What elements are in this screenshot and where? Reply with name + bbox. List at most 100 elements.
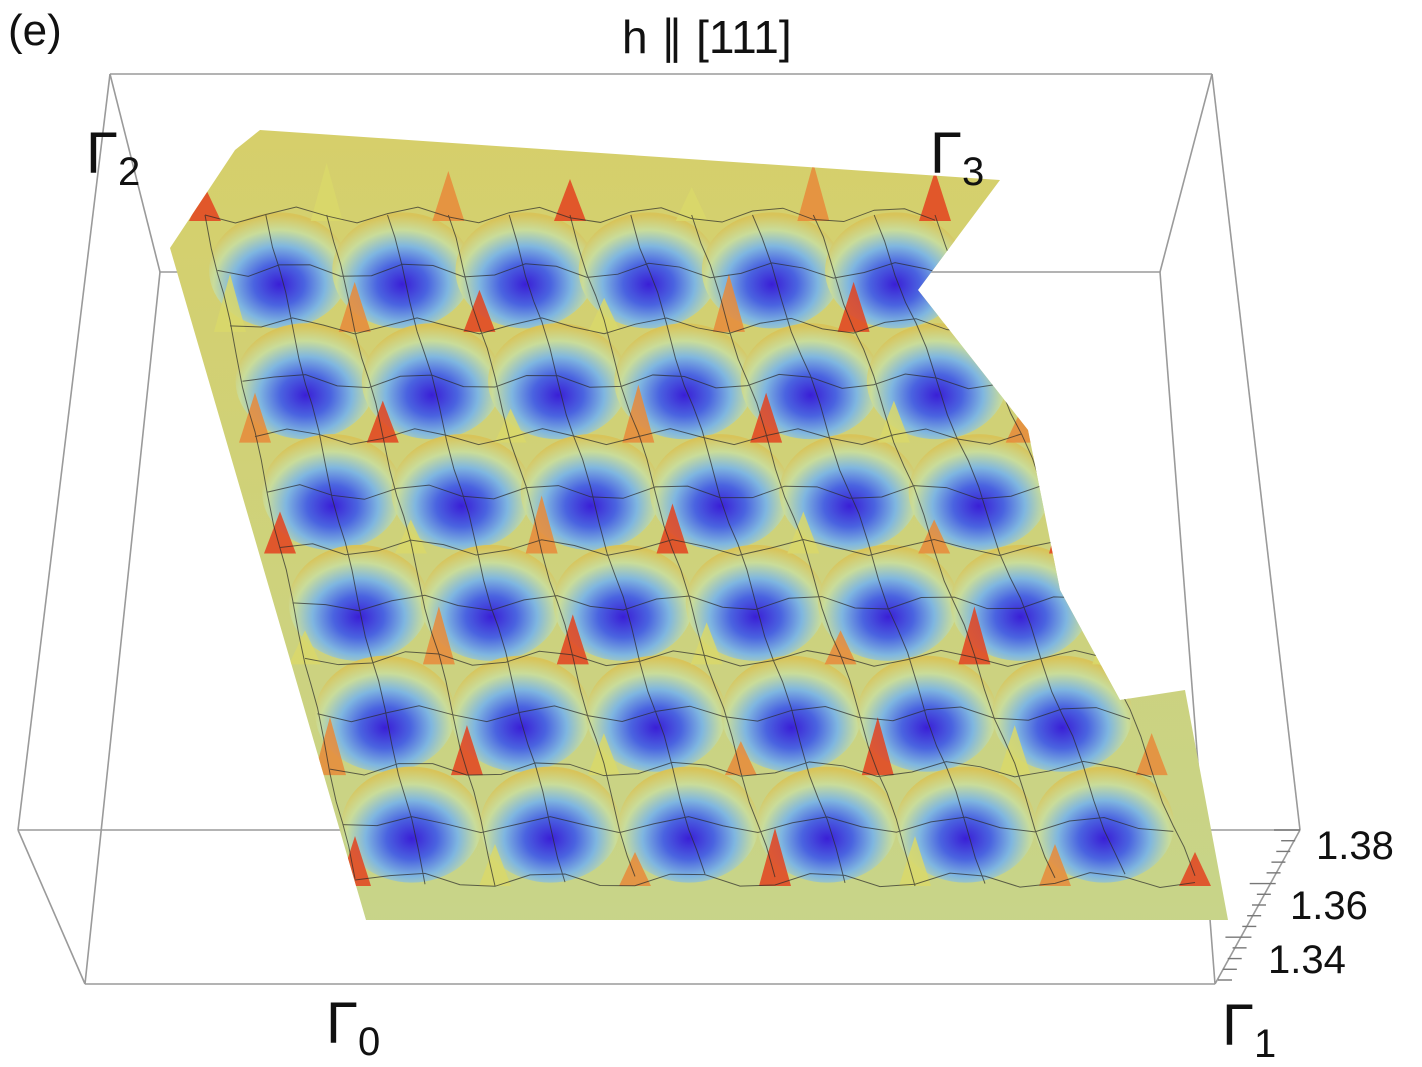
- surface-minimum: [908, 434, 1049, 551]
- surface-peak: [310, 163, 343, 221]
- surface-peak: [690, 622, 723, 665]
- mesh-line: [279, 538, 1066, 557]
- mesh-line: [217, 262, 957, 279]
- surface-minimum: [818, 544, 959, 661]
- surface-peak: [962, 289, 995, 332]
- z-axis: [1218, 829, 1300, 981]
- mesh-line: [447, 214, 636, 877]
- surface-peak: [837, 281, 870, 332]
- surface-peak: [314, 717, 346, 776]
- surface-minimum: [262, 434, 403, 551]
- box-edge: [17, 73, 111, 831]
- box-edge: [109, 73, 161, 273]
- surface-peak: [525, 495, 558, 554]
- mesh-line: [304, 649, 1109, 667]
- mesh-line: [229, 317, 979, 335]
- surface-peak: [877, 400, 910, 443]
- surface-minimum: [856, 655, 997, 772]
- surface-minimum: [650, 434, 791, 551]
- surface-minimum: [235, 323, 376, 440]
- surface-minimum: [618, 766, 759, 883]
- surface-peak: [479, 844, 511, 886]
- surface-peaks: [189, 163, 1211, 886]
- mesh-line: [812, 214, 1056, 879]
- mesh-line: [326, 214, 496, 886]
- surface-peak: [289, 630, 321, 665]
- surface-minimum: [553, 544, 694, 661]
- mesh-line: [329, 760, 1152, 778]
- surface-peak: [588, 297, 621, 332]
- surface-peak: [422, 606, 455, 665]
- surface-peak: [554, 179, 586, 221]
- mesh-line: [569, 214, 776, 878]
- mesh-line: [267, 484, 1044, 500]
- surface-minimum: [1034, 766, 1175, 883]
- surface-peak: [750, 392, 783, 443]
- surface-peak: [619, 852, 651, 886]
- surface-peak: [1179, 852, 1211, 886]
- panel-label: (e): [8, 6, 62, 55]
- mesh-line: [342, 816, 1174, 834]
- surface-minimum: [721, 655, 862, 772]
- surface-peak: [450, 725, 483, 776]
- surface-peak: [797, 163, 830, 221]
- chart-title: h ∥ [111]: [622, 11, 792, 63]
- surface-peak: [366, 400, 399, 443]
- corner-label-gamma3: Γ3: [930, 121, 985, 194]
- surface-peak: [899, 836, 931, 886]
- mesh-line: [354, 872, 1196, 889]
- surface-minimum: [701, 212, 842, 329]
- surface-minimum: [361, 323, 502, 440]
- surface-minimum: [391, 434, 532, 551]
- box-edge: [84, 271, 161, 985]
- surface-peak: [622, 384, 655, 443]
- surface-minimum: [332, 212, 473, 329]
- surface-peak: [675, 187, 708, 221]
- surface-peak: [1135, 733, 1168, 776]
- surface-peak: [239, 392, 271, 443]
- surface-minimum: [455, 212, 596, 329]
- mesh-line: [752, 214, 986, 884]
- box-edge: [1211, 73, 1301, 831]
- surface-peak: [189, 187, 221, 221]
- energy-surface: [170, 130, 1228, 920]
- surface-peak: [338, 281, 371, 332]
- mesh-line: [630, 214, 846, 884]
- surface-minimum: [341, 766, 482, 883]
- box-edge: [17, 829, 86, 985]
- surface-minimum: [421, 544, 562, 661]
- surface-minimum: [757, 766, 898, 883]
- z-tick-label: 1.34: [1268, 938, 1346, 982]
- corner-label-gamma1: Γ1: [1222, 993, 1277, 1066]
- surface-peak: [214, 273, 246, 332]
- z-tick-label: 1.36: [1290, 884, 1368, 928]
- mesh-line: [204, 214, 356, 879]
- corner-label-gamma0: Γ0: [326, 991, 381, 1064]
- surface-peak: [432, 171, 465, 221]
- surface-minimum: [520, 434, 661, 551]
- surface-peak: [998, 725, 1031, 776]
- surface-peak: [861, 717, 894, 776]
- surface-peak: [1049, 495, 1081, 554]
- surface-peak: [587, 733, 620, 776]
- mesh-line: [292, 594, 1087, 612]
- surface-minimum: [740, 323, 881, 440]
- surface-minimum: [614, 323, 755, 440]
- mesh-line: [508, 214, 706, 875]
- surface-peak: [824, 630, 857, 665]
- surface-peak: [394, 519, 427, 554]
- surface-minimum: [450, 655, 591, 772]
- surface-peak: [1039, 844, 1071, 886]
- surface-peak: [958, 606, 991, 665]
- box-edge: [1159, 73, 1213, 273]
- surface-minimum: [315, 655, 456, 772]
- surface-peak: [919, 171, 951, 221]
- surface-peak: [724, 741, 757, 776]
- mesh-line: [254, 428, 1022, 446]
- surface-peak: [712, 273, 745, 332]
- surface-peak: [264, 511, 296, 554]
- surface-peak: [463, 289, 496, 332]
- surface-minimum: [950, 544, 1091, 661]
- surface-peak: [494, 408, 527, 443]
